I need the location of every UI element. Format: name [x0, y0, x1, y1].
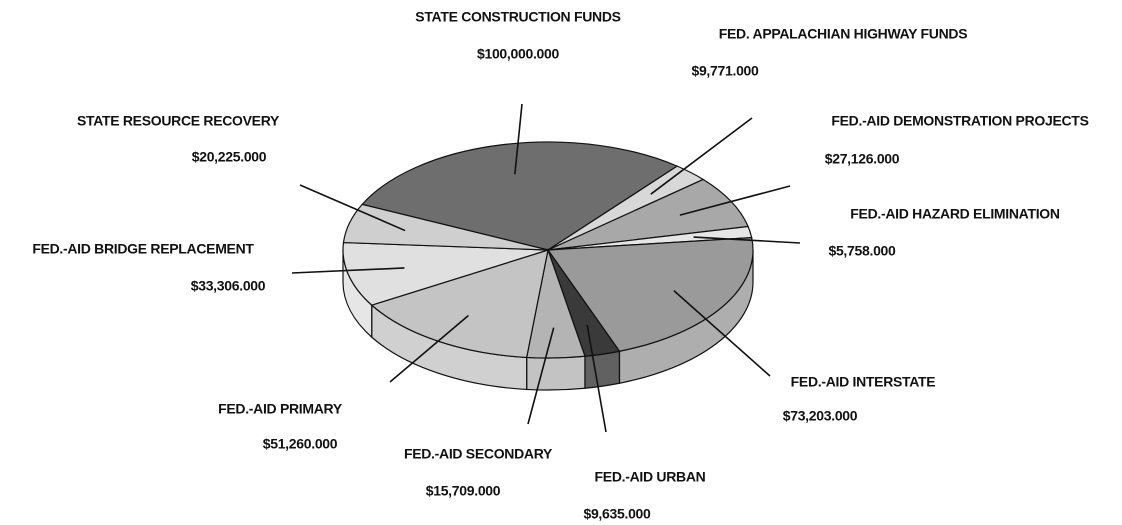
leader-line: [514, 103, 523, 175]
pie-slice: [546, 237, 754, 352]
pie-side: [526, 355, 586, 391]
slice-label: STATE CONSTRUCTION FUNDS: [415, 9, 620, 25]
value-label: $20,225.000: [192, 149, 267, 165]
leader-line: [527, 327, 555, 425]
slice-label: FED.-AID SECONDARY: [404, 446, 553, 462]
slice-label: FED.-AID URBAN: [595, 469, 706, 485]
leader-line: [673, 290, 771, 377]
slice-label: FED.-AID DEMONSTRATION PROJECTS: [831, 113, 1088, 129]
value-label: $33,306.000: [191, 278, 266, 294]
pie-slice: [342, 203, 549, 251]
slice-label: FED. APPALACHIAN HIGHWAY FUNDS: [719, 26, 967, 42]
value-label: $5,758.000: [828, 243, 896, 259]
pie-side: [584, 350, 621, 389]
slice-label: FED.-AID INTERSTATE: [791, 374, 936, 390]
leader-line: [586, 324, 607, 433]
slice-label: FED.-AID BRIDGE REPLACEMENT: [32, 241, 254, 257]
leader-line: [679, 185, 791, 216]
pie-slice: [361, 141, 679, 251]
leader-line: [299, 184, 406, 232]
leader-line: [650, 117, 753, 195]
value-label: $9,635.000: [583, 506, 651, 522]
leader-line: [693, 236, 801, 244]
leader-line: [389, 314, 469, 383]
value-label: $100,000.000: [477, 46, 560, 62]
value-label: $15,709.000: [426, 483, 501, 499]
pie-slice: [342, 241, 549, 306]
slice-label: FED.-AID HAZARD ELIMINATION: [850, 206, 1060, 222]
leader-line: [291, 267, 405, 274]
value-label: $51,260.000: [263, 436, 338, 452]
value-label: $27,126.000: [825, 151, 900, 167]
slice-label: STATE RESOURCE RECOVERY: [77, 113, 280, 129]
slice-label: FED.-AID PRIMARY: [218, 401, 343, 417]
value-label: $73,203.000: [783, 408, 858, 424]
value-label: $9,771.000: [691, 63, 759, 79]
